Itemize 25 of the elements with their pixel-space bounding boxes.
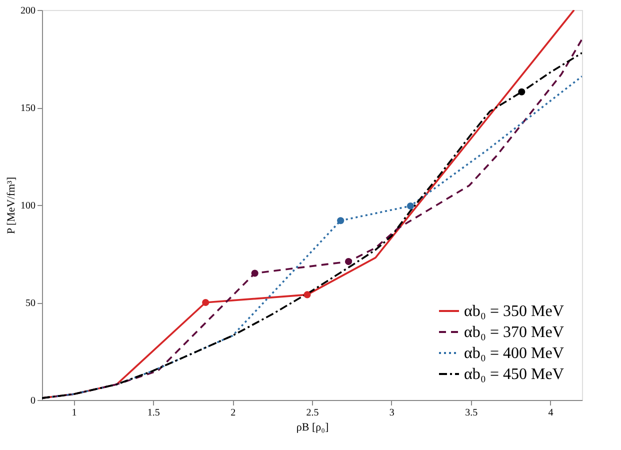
x-tick-label: 2 [230, 408, 236, 418]
x-tick-label: 3.5 [465, 408, 478, 418]
point [337, 217, 344, 224]
y-tick-label: 100 [20, 200, 36, 212]
x-tick-label: 4 [548, 408, 554, 418]
x-tick-label: 2.5 [306, 408, 319, 418]
point [406, 202, 414, 210]
x-tick-label: 1 [72, 408, 77, 418]
y-tick-label: 0 [30, 396, 36, 406]
point [202, 298, 210, 306]
y-tick-label: 50 [26, 298, 36, 309]
point [304, 291, 311, 298]
x-tick-label: 3 [389, 408, 394, 418]
point [344, 258, 352, 266]
y-tick-label: 150 [20, 103, 36, 114]
legend-label: αb₀ = 400 MeV [464, 345, 564, 362]
y-tick-label: 200 [20, 6, 36, 16]
legend-label: αb₀ = 350 MeV [464, 303, 564, 320]
point [251, 270, 258, 277]
point [518, 88, 526, 96]
y-axis-title: P [MeV/fm³] [6, 177, 18, 234]
legend-label: αb₀ = 370 MeV [464, 324, 564, 341]
x-tick-label: 1.5 [147, 408, 160, 418]
x-axis-title: ρB [ρ₀] [296, 422, 329, 434]
legend-label: αb₀ = 450 MeV [464, 366, 564, 383]
